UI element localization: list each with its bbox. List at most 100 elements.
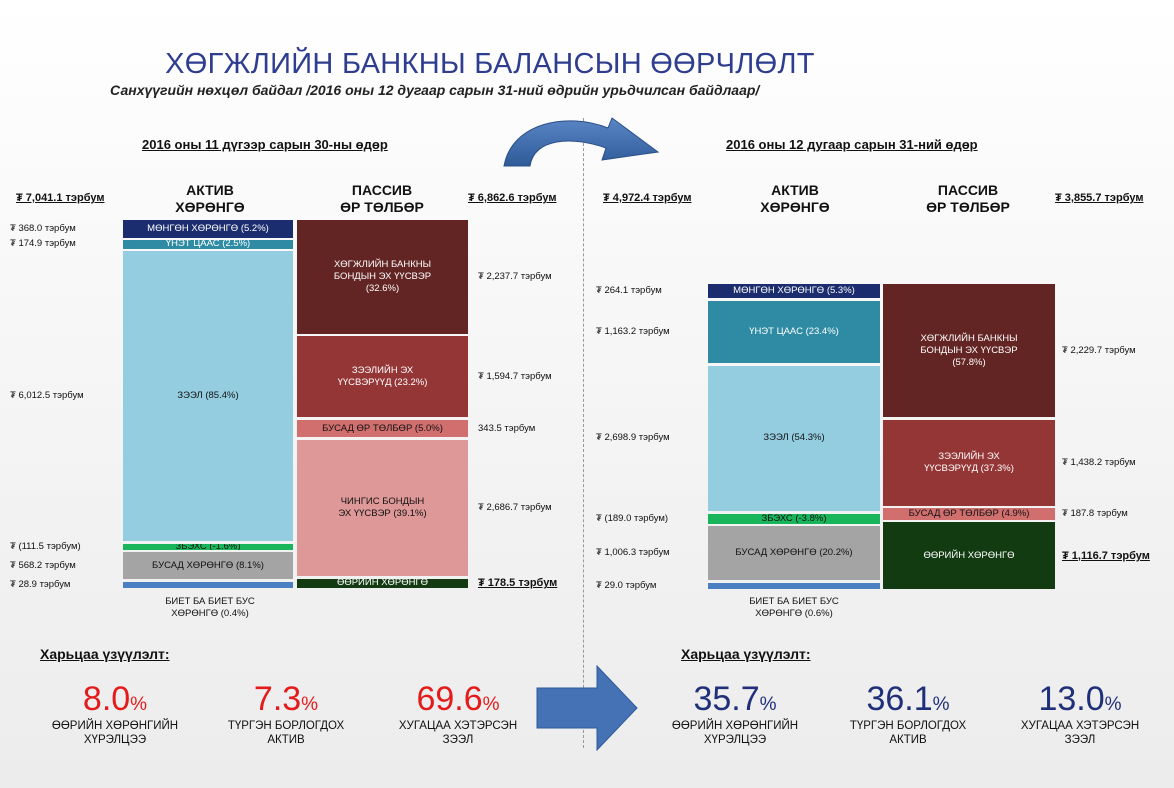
liabilities-amount-label: ₮ 2,237.7 тэрбум bbox=[478, 270, 552, 282]
ratio-label: ХУГАЦАА ХЭТЭРСЭН ЗЭЭЛ bbox=[1020, 720, 1140, 746]
assets-segment: МӨНГӨН ХӨРӨНГӨ (5.3%) bbox=[708, 284, 880, 299]
ratios-heading-after: Харьцаа үзүүлэлт: bbox=[681, 646, 811, 662]
ratio-unit: % bbox=[759, 694, 777, 715]
ratio-unit: % bbox=[130, 694, 148, 715]
assets-amount-label: ₮ 264.1 тэрбум bbox=[596, 285, 662, 297]
assets-segment-label: ЗЭЭЛ (54.3%) bbox=[763, 432, 825, 444]
assets-header-line1: АКТИВ bbox=[771, 182, 819, 198]
liabilities-segment: ӨӨРИЙН ХӨРӨНГӨ bbox=[883, 522, 1055, 589]
assets-segment-label: ЗБЭХС (-3.8%) bbox=[761, 513, 827, 524]
liabilities-amount-label: ₮ 2,686.7 тэрбум bbox=[478, 502, 552, 514]
assets-amount-label: ₮ 368.0 тэрбум bbox=[10, 222, 76, 234]
assets-segment-label: ЗБЭХС (-1.6%) bbox=[175, 543, 241, 550]
curved-arrow-icon bbox=[503, 117, 660, 167]
assets-segment bbox=[123, 582, 293, 588]
assets-amount-label: ₮ 1,006.3 тэрбум bbox=[596, 547, 670, 559]
ratio-number: 35.7 bbox=[693, 680, 760, 718]
assets-amount-label: ₮ 174.9 тэрбум bbox=[10, 238, 76, 250]
liabilities-amount-label: ₮ 187.8 тэрбум bbox=[1062, 508, 1128, 520]
assets-header-nov: АКТИВ ХӨРӨНГӨ bbox=[150, 182, 270, 216]
liabilities-amount-label: ₮ 1,594.7 тэрбум bbox=[478, 370, 552, 382]
liabilities-segment-label: ЧИНГИС БОНДЫН ЭХ ҮҮСВЭР (39.1%) bbox=[338, 496, 427, 520]
liabilities-header-line1: ПАССИВ bbox=[937, 182, 999, 198]
liabilities-segment: ЗЭЭЛИЙН ЭХ ҮҮСВЭРҮҮД (37.3%) bbox=[883, 419, 1055, 506]
liabilities-header-dec: ПАССИВ ӨР ТӨЛБӨР bbox=[908, 182, 1028, 216]
assets-amount-label: ₮ 1,163.2 тэрбум bbox=[596, 326, 670, 338]
liabilities-amount-label: ₮ 1,438.2 тэрбум bbox=[1062, 456, 1136, 468]
liabilities-segment-label: ЗЭЭЛИЙН ЭХ ҮҮСВЭРҮҮД (37.3%) bbox=[924, 450, 1014, 474]
liabilities-segment-label: ЗЭЭЛИЙН ЭХ ҮҮСВЭРҮҮД (23.2%) bbox=[337, 364, 428, 388]
liabilities-amount-label: ₮ 1,116.7 тэрбум bbox=[1062, 549, 1150, 562]
panel-divider bbox=[583, 118, 584, 748]
assets-segment: БУСАД ХӨРӨНГӨ (20.2%) bbox=[708, 526, 880, 581]
liabilities-header-line2: ӨР ТӨЛБӨР bbox=[340, 199, 424, 215]
liabilities-segment: ЧИНГИС БОНДЫН ЭХ ҮҮСВЭР (39.1%) bbox=[297, 439, 468, 577]
assets-segment: ЗБЭХС (-3.8%) bbox=[708, 513, 880, 524]
assets-segment bbox=[708, 583, 880, 589]
ratio-value: 36.1% bbox=[828, 680, 988, 719]
liabilities-amount-label: 343.5 тэрбум bbox=[478, 422, 536, 434]
page-subtitle: Санхүүгийн нөхцөл байдал /2016 оны 12 ду… bbox=[110, 82, 760, 98]
ratios-heading-before: Харьцаа үзүүлэлт: bbox=[40, 646, 170, 662]
liabilities-segment: БУСАД ӨР ТӨЛБӨР (4.9%) bbox=[883, 508, 1055, 520]
liabilities-amount-label: ₮ 2,229.7 тэрбум bbox=[1062, 344, 1136, 356]
liabilities-header-nov: ПАССИВ ӨР ТӨЛБӨР bbox=[322, 182, 442, 216]
ratio-label: ӨӨРИЙН ХӨРӨНГИЙН ХҮРЭЛЦЭЭ bbox=[51, 720, 179, 746]
assets-total-nov: ₮ 7,041.1 тэрбум bbox=[16, 192, 105, 204]
liabilities-segment: ХӨГЖЛИЙН БАНКНЫ БОНДЫН ЭХ ҮҮСВЭР (32.6%) bbox=[297, 220, 468, 334]
assets-total-dec: ₮ 4,972.4 тэрбум bbox=[603, 192, 692, 204]
assets-segment: ЗБЭХС (-1.6%) bbox=[123, 543, 293, 550]
ratio-value: 13.0% bbox=[1000, 680, 1160, 719]
assets-amount-label: ₮ (111.5 тэрбум) bbox=[10, 540, 81, 552]
ratio-unit: % bbox=[482, 694, 500, 715]
ratio-after-2: 36.1% ТҮРГЭН БОРЛОГДОХ АКТИВ bbox=[828, 680, 988, 747]
liabilities-total-dec: ₮ 3,855.7 тэрбум bbox=[1055, 192, 1144, 204]
assets-segment-label: МӨНГӨН ХӨРӨНГӨ (5.2%) bbox=[147, 222, 269, 234]
ratio-value: 7.3% bbox=[206, 680, 366, 719]
fixed-assets-label-nov: БИЕТ БА БИЕТ БУС ХӨРӨНГӨ (0.4%) bbox=[165, 596, 255, 619]
ratio-number: 69.6 bbox=[416, 680, 483, 718]
ratio-number: 8.0 bbox=[82, 680, 131, 718]
ratio-before-2: 7.3% ТҮРГЭН БОРЛОГДОХ АКТИВ bbox=[206, 680, 366, 747]
assets-segment: ЗЭЭЛ (54.3%) bbox=[708, 365, 880, 512]
right-arrow-icon bbox=[536, 664, 638, 752]
ratio-label: ХУГАЦАА ХЭТЭРСЭН ЗЭЭЛ bbox=[398, 720, 518, 746]
ratio-label: ТҮРГЭН БОРЛОГДОХ АКТИВ bbox=[227, 720, 345, 746]
ratio-value: 35.7% bbox=[655, 680, 815, 719]
assets-amount-label: ₮ 2,698.9 тэрбум bbox=[596, 432, 670, 444]
liabilities-segment-label: ХӨГЖЛИЙН БАНКНЫ БОНДЫН ЭХ ҮҮСВЭР (57.8%) bbox=[920, 332, 1018, 368]
liabilities-segment-label: ӨӨРИЙН ХӨРӨНГӨ bbox=[336, 578, 429, 588]
ratio-after-3: 13.0% ХУГАЦАА ХЭТЭРСЭН ЗЭЭЛ bbox=[1000, 680, 1160, 747]
ratio-number: 7.3 bbox=[253, 680, 302, 718]
assets-amount-label: ₮ 28.9 тэрбум bbox=[10, 579, 71, 590]
assets-segment-label: ҮНЭТ ЦААС (23.4%) bbox=[749, 326, 839, 337]
liabilities-segment-label: ХӨГЖЛИЙН БАНКНЫ БОНДЫН ЭХ ҮҮСВЭР (32.6%) bbox=[333, 258, 432, 294]
ratio-after-1: 35.7% ӨӨРИЙН ХӨРӨНГИЙН ХҮРЭЛЦЭЭ bbox=[655, 680, 815, 747]
liabilities-segment-label: ӨӨРИЙН ХӨРӨНГӨ bbox=[923, 549, 1015, 561]
assets-header-line2: ХӨРӨНГӨ bbox=[175, 199, 245, 215]
ratio-value: 69.6% bbox=[378, 680, 538, 719]
liabilities-segment: ӨӨРИЙН ХӨРӨНГӨ bbox=[297, 578, 468, 588]
liabilities-segment: БУСАД ӨР ТӨЛБӨР (5.0%) bbox=[297, 419, 468, 438]
liabilities-segment-label: БУСАД ӨР ТӨЛБӨР (4.9%) bbox=[908, 508, 1030, 520]
assets-segment-label: МӨНГӨН ХӨРӨНГӨ (5.3%) bbox=[733, 285, 855, 297]
ratio-before-1: 8.0% ӨӨРИЙН ХӨРӨНГИЙН ХҮРЭЛЦЭЭ bbox=[35, 680, 195, 747]
liabilities-segment: ЗЭЭЛИЙН ЭХ ҮҮСВЭРҮҮД (23.2%) bbox=[297, 336, 468, 418]
assets-amount-label: ₮ 6,012.5 тэрбум bbox=[10, 390, 84, 402]
assets-segment: МӨНГӨН ХӨРӨНГӨ (5.2%) bbox=[123, 220, 293, 238]
assets-segment: БУСАД ХӨРӨНГӨ (8.1%) bbox=[123, 552, 293, 580]
ratio-number: 36.1 bbox=[866, 680, 933, 718]
ratio-unit: % bbox=[301, 694, 319, 715]
assets-segment-label: БУСАД ХӨРӨНГӨ (8.1%) bbox=[152, 559, 264, 571]
liabilities-total-nov: ₮ 6,862.6 тэрбум bbox=[468, 192, 557, 204]
assets-segment: ҮНЭТ ЦААС (23.4%) bbox=[708, 300, 880, 364]
page-title: ХӨГЖЛИЙН БАНКНЫ БАЛАНСЫН ӨӨРЧЛӨЛТ bbox=[165, 48, 815, 80]
chart-date-dec: 2016 оны 12 дугаар сарын 31-ний өдөр bbox=[726, 137, 978, 152]
chart-date-nov: 2016 оны 11 дүгээр сарын 30-ны өдөр bbox=[142, 137, 388, 152]
assets-segment: ЗЭЭЛ (85.4%) bbox=[123, 251, 293, 542]
ratio-before-3: 69.6% ХУГАЦАА ХЭТЭРСЭН ЗЭЭЛ bbox=[378, 680, 538, 747]
ratio-unit: % bbox=[1104, 694, 1122, 715]
liabilities-segment: ХӨГЖЛИЙН БАНКНЫ БОНДЫН ЭХ ҮҮСВЭР (57.8%) bbox=[883, 284, 1055, 418]
assets-segment-label: ҮНЭТ ЦААС (2.5%) bbox=[165, 240, 251, 249]
assets-segment: ҮНЭТ ЦААС (2.5%) bbox=[123, 240, 293, 249]
